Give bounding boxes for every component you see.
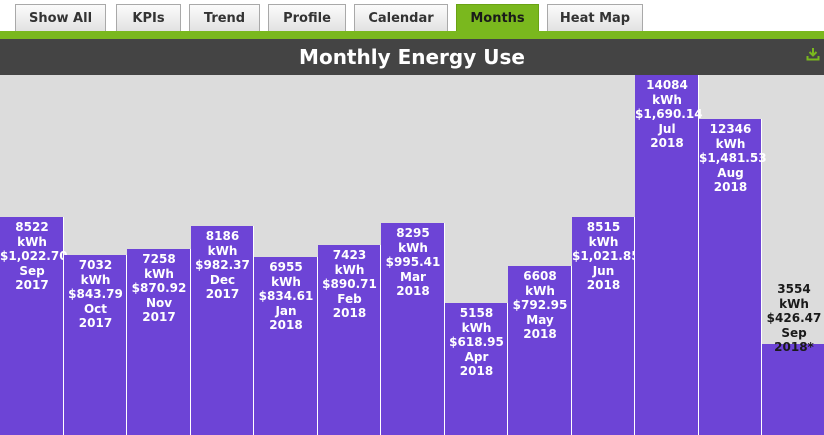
data-label: 14084 kWh $1,690.14 Jul 2018: [635, 78, 703, 150]
bar-sep-2017[interactable]: [0, 217, 64, 435]
tab-heat-map[interactable]: Heat Map: [547, 4, 643, 31]
data-label: 7258 kWh $870.92 Nov 2017: [131, 252, 187, 324]
data-label: 6955 kWh $834.61 Jan 2018: [258, 260, 314, 332]
bar-jun-2018[interactable]: [572, 217, 635, 435]
bar-jan-2018[interactable]: [254, 257, 318, 435]
bar-jul-2018[interactable]: [635, 75, 699, 435]
bar-apr-2018[interactable]: [445, 303, 508, 435]
data-label: 7423 kWh $890.71 Feb 2018: [322, 248, 377, 320]
bar-oct-2017[interactable]: [64, 255, 127, 435]
download-icon[interactable]: [806, 46, 820, 61]
data-label: 3554 kWh $426.47 Sep 2018*: [766, 282, 822, 354]
bar-chart: 8522 kWh $1,022.70 Sep 2017 7032 kWh $843…: [0, 75, 824, 435]
tab-kpis[interactable]: KPIs: [116, 4, 181, 31]
tab-bar: Show All KPIs Trend Profile Calendar Months He…: [0, 0, 824, 32]
tab-profile[interactable]: Profile: [268, 4, 346, 31]
bar-feb-2018[interactable]: [318, 245, 381, 435]
tab-show-all[interactable]: Show All: [15, 4, 106, 31]
data-label: 5158 kWh $618.95 Apr 2018: [449, 306, 504, 378]
data-label: 8515 kWh $1,021.85 Jun 2018: [572, 220, 640, 292]
tab-trend[interactable]: Trend: [189, 4, 260, 31]
page-title: Monthly Energy Use: [299, 45, 525, 69]
data-label: 8295 kWh $995.41 Mar 2018: [385, 226, 441, 298]
data-label: 6608 kWh $792.95 May 2018: [512, 269, 568, 341]
bar-mar-2018[interactable]: [381, 223, 445, 435]
data-label: 8522 kWh $1,022.70 Sep 2017: [0, 220, 68, 292]
bar-nov-2017[interactable]: [127, 249, 191, 435]
data-label: 8186 kWh $982.37 Dec 2017: [195, 229, 250, 301]
tab-underline-bar: [0, 31, 824, 39]
chart-header: Monthly Energy Use: [0, 39, 824, 75]
data-label: 12346 kWh $1,481.53 Aug 2018: [699, 122, 767, 194]
data-label: 7032 kWh $843.79 Oct 2017: [68, 258, 123, 330]
bar-dec-2017[interactable]: [191, 226, 254, 435]
bar-may-2018[interactable]: [508, 266, 572, 435]
bar-sep-2018[interactable]: [762, 344, 824, 435]
tab-calendar[interactable]: Calendar: [354, 4, 448, 31]
bar-aug-2018[interactable]: [699, 119, 762, 435]
tab-months[interactable]: Months: [456, 4, 539, 31]
